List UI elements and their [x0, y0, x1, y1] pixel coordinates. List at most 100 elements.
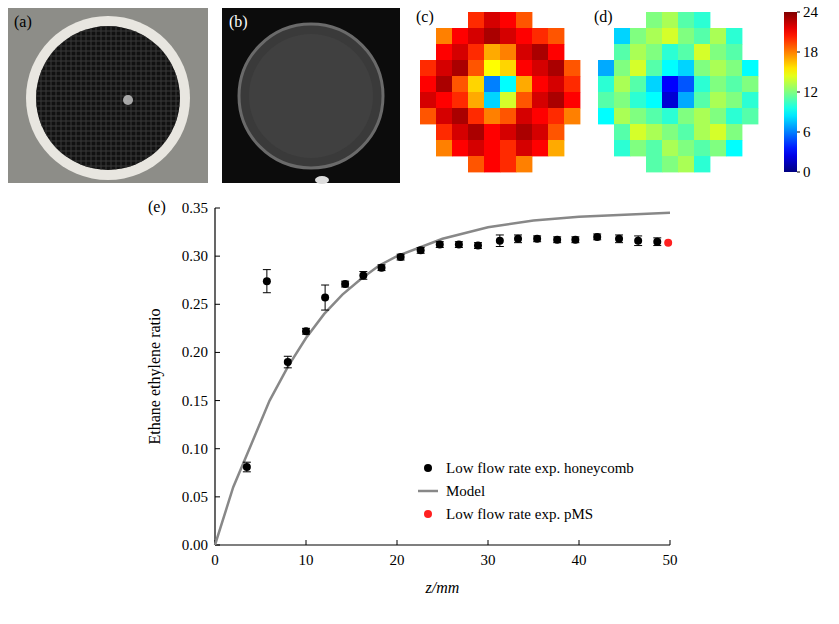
heatmap-cell — [614, 108, 630, 124]
heatmap-cell — [484, 76, 500, 92]
panel-label: (c) — [416, 8, 434, 26]
legend-swatch — [424, 464, 432, 472]
heatmap-cell — [646, 108, 662, 124]
heatmap-cell — [630, 92, 646, 108]
heatmap-cell — [532, 92, 548, 108]
data-point — [455, 241, 463, 249]
colorbar-tick-label: 18 — [803, 44, 818, 60]
heatmap-cell — [646, 140, 662, 156]
heatmap-cell — [436, 140, 452, 156]
channel-wall — [36, 20, 37, 176]
error-bar — [284, 356, 292, 368]
channel-wall — [30, 91, 186, 92]
channel-wall — [30, 126, 186, 127]
heatmap-cell — [516, 108, 532, 124]
heatmap: (d) — [594, 8, 758, 172]
colorbar-tick-label: 12 — [803, 84, 818, 100]
heatmap-cell — [726, 28, 742, 44]
channel-wall — [86, 20, 87, 176]
channel-wall — [30, 56, 186, 57]
channel-wall — [101, 20, 102, 176]
heatmap-cell — [532, 76, 548, 92]
heatmap-cell — [678, 44, 694, 60]
legend: Low flow rate exp. honeycombModelLow flo… — [418, 460, 634, 522]
channel-wall — [30, 81, 186, 82]
y-tick-label: 0.25 — [182, 296, 208, 312]
data-point — [514, 235, 522, 243]
y-tick — [215, 256, 220, 257]
x-axis-title: z/mm — [425, 579, 460, 596]
heatmap-cell — [516, 60, 532, 76]
heatmap-cell — [726, 124, 742, 140]
heatmap-cell — [694, 124, 710, 140]
heatmap-cell — [420, 108, 436, 124]
heatmap-cell — [678, 92, 694, 108]
error-bar — [359, 272, 367, 280]
heatmap-cell — [516, 44, 532, 60]
heatmap-cell — [468, 156, 484, 172]
error-bar — [653, 238, 661, 246]
heatmap-cell — [484, 12, 500, 28]
channel-wall — [56, 20, 57, 176]
heatmap-cell — [452, 108, 468, 124]
heatmap-cell — [468, 28, 484, 44]
data-point — [653, 238, 661, 246]
error-bar — [321, 285, 329, 310]
heatmap-cell — [726, 140, 742, 156]
colorbar-tick — [797, 52, 800, 53]
error-bar — [243, 462, 251, 472]
heatmap-cell — [436, 108, 452, 124]
heatmap-cell — [726, 92, 742, 108]
heatmap-cell — [532, 60, 548, 76]
heatmap-cell — [500, 12, 516, 28]
x-axis — [215, 544, 670, 545]
y-tick-label: 0.10 — [182, 441, 208, 457]
heatmap-cell — [484, 156, 500, 172]
photo-panel: (a) — [8, 8, 208, 183]
heatmap-cell — [484, 60, 500, 76]
heatmap-cell — [468, 60, 484, 76]
heatmap-cell — [468, 12, 484, 28]
channel-wall — [106, 20, 107, 176]
channel-wall — [30, 131, 186, 132]
heatmap-cell — [564, 92, 580, 108]
data-point — [302, 327, 310, 335]
heatmap-cell — [500, 156, 516, 172]
channel-wall — [30, 141, 186, 142]
heatmap-cell — [532, 108, 548, 124]
legend-label: Low flow rate exp. pMS — [446, 506, 593, 522]
heatmap-cell — [742, 108, 758, 124]
heatmap-cell — [646, 156, 662, 172]
channel-wall — [66, 20, 67, 176]
heatmap-cell — [742, 92, 758, 108]
heatmap-cell — [436, 44, 452, 60]
heatmap-cell — [710, 108, 726, 124]
artifact — [315, 176, 329, 184]
heatmap-cell — [630, 60, 646, 76]
channel-wall — [176, 20, 177, 176]
heatmap-cell — [694, 108, 710, 124]
data-point — [664, 239, 672, 247]
channel-wall — [30, 161, 186, 162]
heatmap-cell — [678, 60, 694, 76]
error-bar — [514, 235, 522, 243]
channel-wall — [136, 20, 137, 176]
heatmap-cell — [742, 76, 758, 92]
photo-ground — [8, 8, 208, 183]
channel-wall — [30, 26, 186, 27]
heatmap-cell — [452, 28, 468, 44]
heatmap-cell — [678, 140, 694, 156]
heatmap-cell — [614, 44, 630, 60]
channel-wall — [30, 121, 186, 122]
channel-wall — [30, 41, 186, 42]
x-tick — [306, 540, 307, 545]
heatmap-cell — [662, 92, 678, 108]
heatmap-cell — [548, 140, 564, 156]
honeycomb — [36, 26, 180, 170]
channel-wall — [146, 20, 147, 176]
panel-label: (a) — [14, 13, 32, 31]
image-ground — [222, 8, 400, 183]
heatmap-cell — [564, 60, 580, 76]
channel-wall — [30, 166, 186, 167]
channel-wall — [51, 20, 52, 176]
